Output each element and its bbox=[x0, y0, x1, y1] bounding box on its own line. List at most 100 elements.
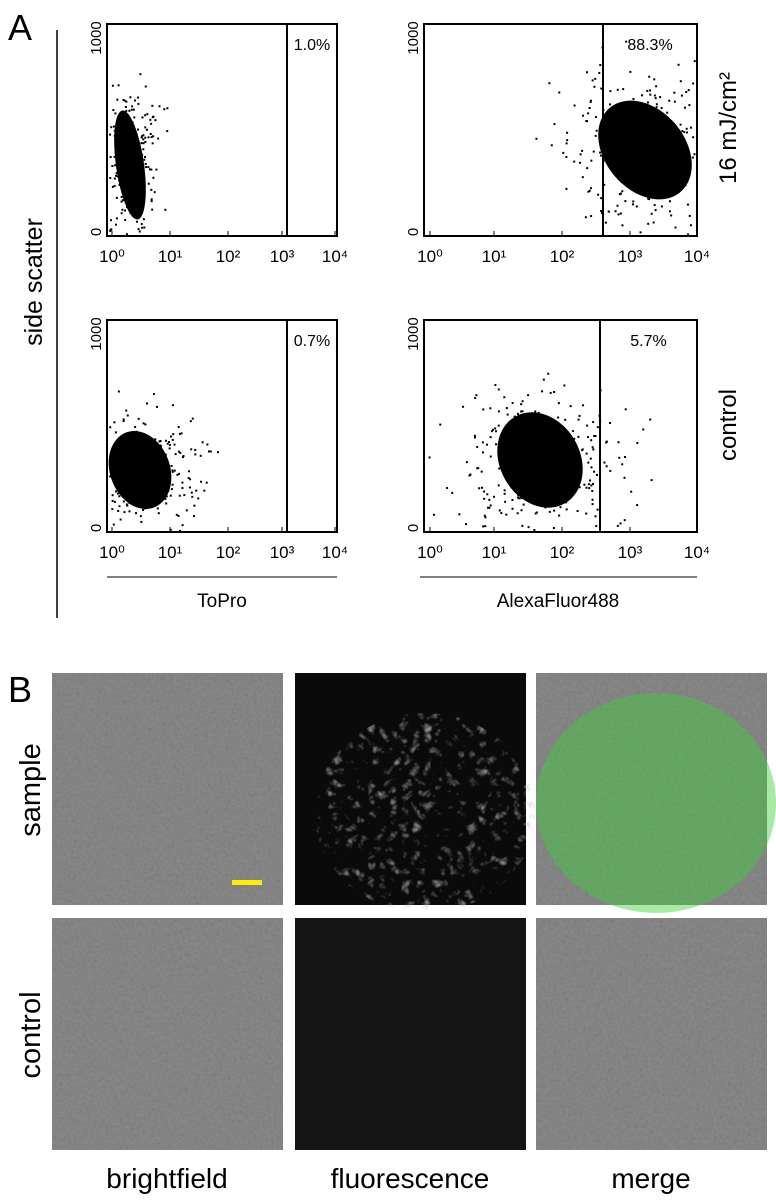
x-axis-label: AlexaFluor488 bbox=[497, 591, 620, 612]
dot bbox=[144, 162, 147, 165]
dot bbox=[609, 469, 612, 472]
dot bbox=[112, 125, 115, 128]
dot bbox=[143, 158, 146, 161]
dot bbox=[118, 505, 121, 508]
dot bbox=[483, 490, 486, 493]
y-tick-label: 1000 bbox=[88, 21, 105, 54]
dot bbox=[178, 494, 181, 497]
dot bbox=[516, 512, 519, 515]
dot bbox=[176, 473, 179, 476]
dot bbox=[134, 425, 137, 428]
dot bbox=[494, 384, 497, 387]
dot bbox=[581, 149, 584, 152]
dot bbox=[126, 414, 129, 417]
x-tick-label: 10¹ bbox=[482, 247, 507, 266]
x-tick-label: 10⁰ bbox=[99, 543, 125, 562]
dot bbox=[142, 508, 145, 511]
dot bbox=[673, 91, 676, 94]
dot bbox=[489, 436, 492, 439]
dot bbox=[486, 493, 489, 496]
dot bbox=[122, 500, 125, 503]
dot-plot: 88.3% 10⁰ 10¹ 10² 10³ 10⁴ 0 1000 bbox=[405, 21, 710, 266]
dot bbox=[685, 90, 688, 93]
dot bbox=[622, 88, 625, 91]
dot bbox=[145, 128, 148, 131]
dot bbox=[607, 210, 610, 213]
dot bbox=[489, 455, 492, 458]
dot bbox=[169, 528, 172, 531]
dot bbox=[462, 405, 465, 408]
dot bbox=[158, 440, 161, 443]
dot bbox=[458, 513, 461, 516]
dot bbox=[147, 166, 150, 169]
dot bbox=[149, 118, 152, 121]
dot bbox=[166, 107, 169, 110]
dot bbox=[152, 135, 155, 138]
dot bbox=[513, 415, 516, 418]
dot bbox=[152, 115, 155, 118]
dot bbox=[139, 515, 142, 518]
dot bbox=[563, 384, 566, 387]
dot bbox=[581, 176, 584, 179]
dot bbox=[137, 228, 140, 231]
dot bbox=[189, 486, 192, 489]
dot bbox=[495, 430, 498, 433]
dot bbox=[141, 226, 144, 229]
dot bbox=[590, 466, 593, 469]
x-tick-label: 10⁴ bbox=[684, 543, 710, 562]
dot bbox=[603, 183, 606, 186]
dot bbox=[681, 130, 684, 133]
dot bbox=[118, 495, 121, 498]
dot bbox=[588, 487, 591, 490]
dot bbox=[144, 85, 147, 88]
dot bbox=[190, 448, 193, 451]
column-label: brightfield bbox=[106, 1163, 227, 1194]
dot bbox=[142, 142, 145, 145]
dot bbox=[541, 390, 544, 393]
dot bbox=[446, 487, 449, 490]
column-label: merge bbox=[611, 1163, 690, 1194]
dot bbox=[592, 150, 595, 153]
dot bbox=[623, 519, 626, 522]
dot bbox=[632, 98, 635, 101]
dot bbox=[114, 112, 117, 115]
dot bbox=[142, 218, 145, 221]
dot bbox=[139, 73, 142, 76]
dot bbox=[481, 451, 484, 454]
dot bbox=[591, 498, 594, 501]
dot bbox=[520, 403, 523, 406]
dot bbox=[181, 481, 184, 484]
dot bbox=[590, 159, 593, 162]
dot bbox=[693, 153, 696, 156]
dot bbox=[111, 508, 114, 511]
dot bbox=[149, 132, 152, 135]
dot bbox=[473, 434, 476, 437]
dot bbox=[589, 100, 592, 103]
dot bbox=[618, 193, 621, 196]
dot bbox=[109, 133, 112, 136]
scale-bar bbox=[232, 880, 262, 885]
dot bbox=[641, 94, 644, 97]
dot bbox=[639, 231, 642, 234]
dot bbox=[603, 461, 606, 464]
dot bbox=[125, 109, 128, 112]
dot bbox=[112, 523, 115, 526]
dot bbox=[565, 142, 568, 145]
dot bbox=[474, 436, 477, 439]
dot bbox=[522, 503, 525, 506]
dot bbox=[604, 221, 607, 224]
dot bbox=[203, 489, 206, 492]
dot bbox=[578, 414, 581, 417]
dot bbox=[534, 512, 537, 515]
dot bbox=[474, 397, 477, 400]
dot bbox=[171, 404, 174, 407]
dot bbox=[114, 431, 117, 434]
dot bbox=[587, 483, 590, 486]
dot bbox=[594, 134, 597, 137]
dot bbox=[511, 507, 514, 510]
dot bbox=[548, 82, 551, 85]
dot bbox=[152, 393, 155, 396]
dot bbox=[649, 89, 652, 92]
dot bbox=[478, 487, 481, 490]
x-tick-label: 10³ bbox=[618, 543, 643, 562]
